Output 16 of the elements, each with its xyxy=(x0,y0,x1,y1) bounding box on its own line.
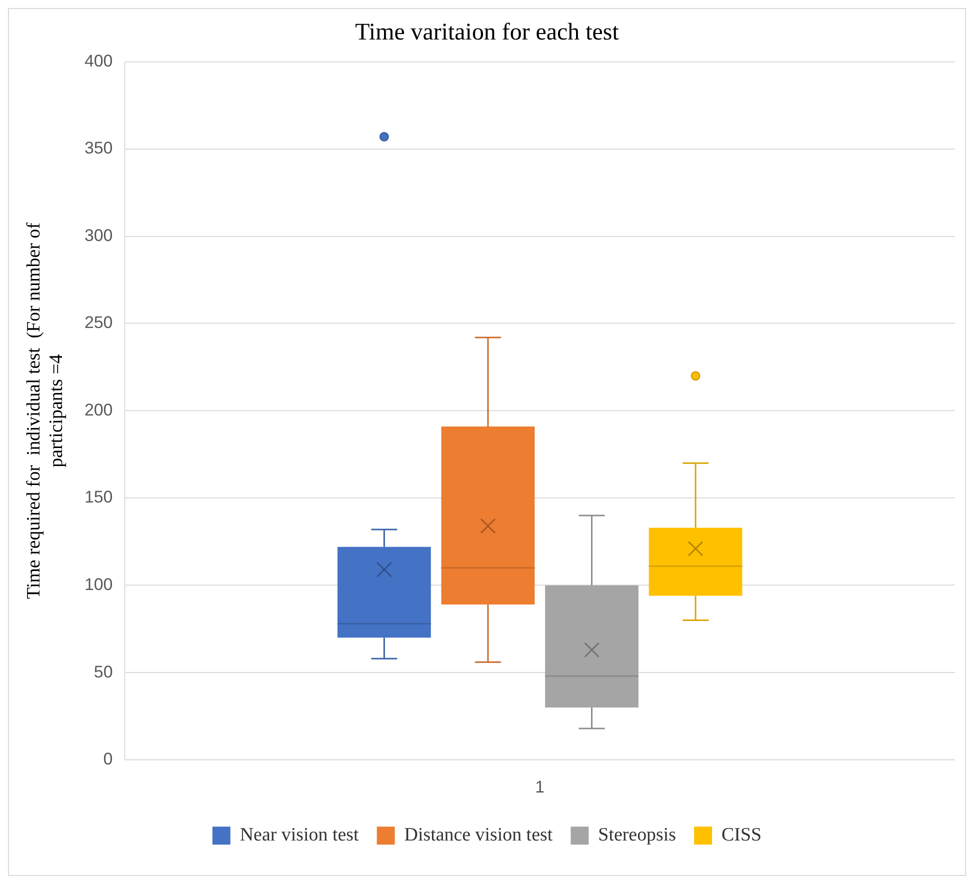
y-tick-label: 250 xyxy=(84,313,113,332)
legend-label: Distance vision test xyxy=(404,824,554,846)
legend-label: Stereopsis xyxy=(598,824,676,846)
legend-label: Near vision test xyxy=(240,824,360,846)
y-tick-label: 0 xyxy=(103,750,113,769)
y-tick-label: 200 xyxy=(84,400,113,420)
y-tick-label: 300 xyxy=(84,226,113,245)
y-tick-label: 100 xyxy=(84,574,113,594)
x-tick-label: 1 xyxy=(535,778,545,797)
y-tick-label: 150 xyxy=(84,488,113,507)
y-axis-title: Time required for individual test (For number of participants =4 xyxy=(23,222,68,599)
y-tick-label: 350 xyxy=(84,138,113,158)
chart-title: Time varitaion for each test xyxy=(355,20,620,46)
y-tick-label: 400 xyxy=(84,51,113,70)
y-tick-label: 50 xyxy=(94,662,113,682)
legend-label: CISS xyxy=(722,824,762,846)
